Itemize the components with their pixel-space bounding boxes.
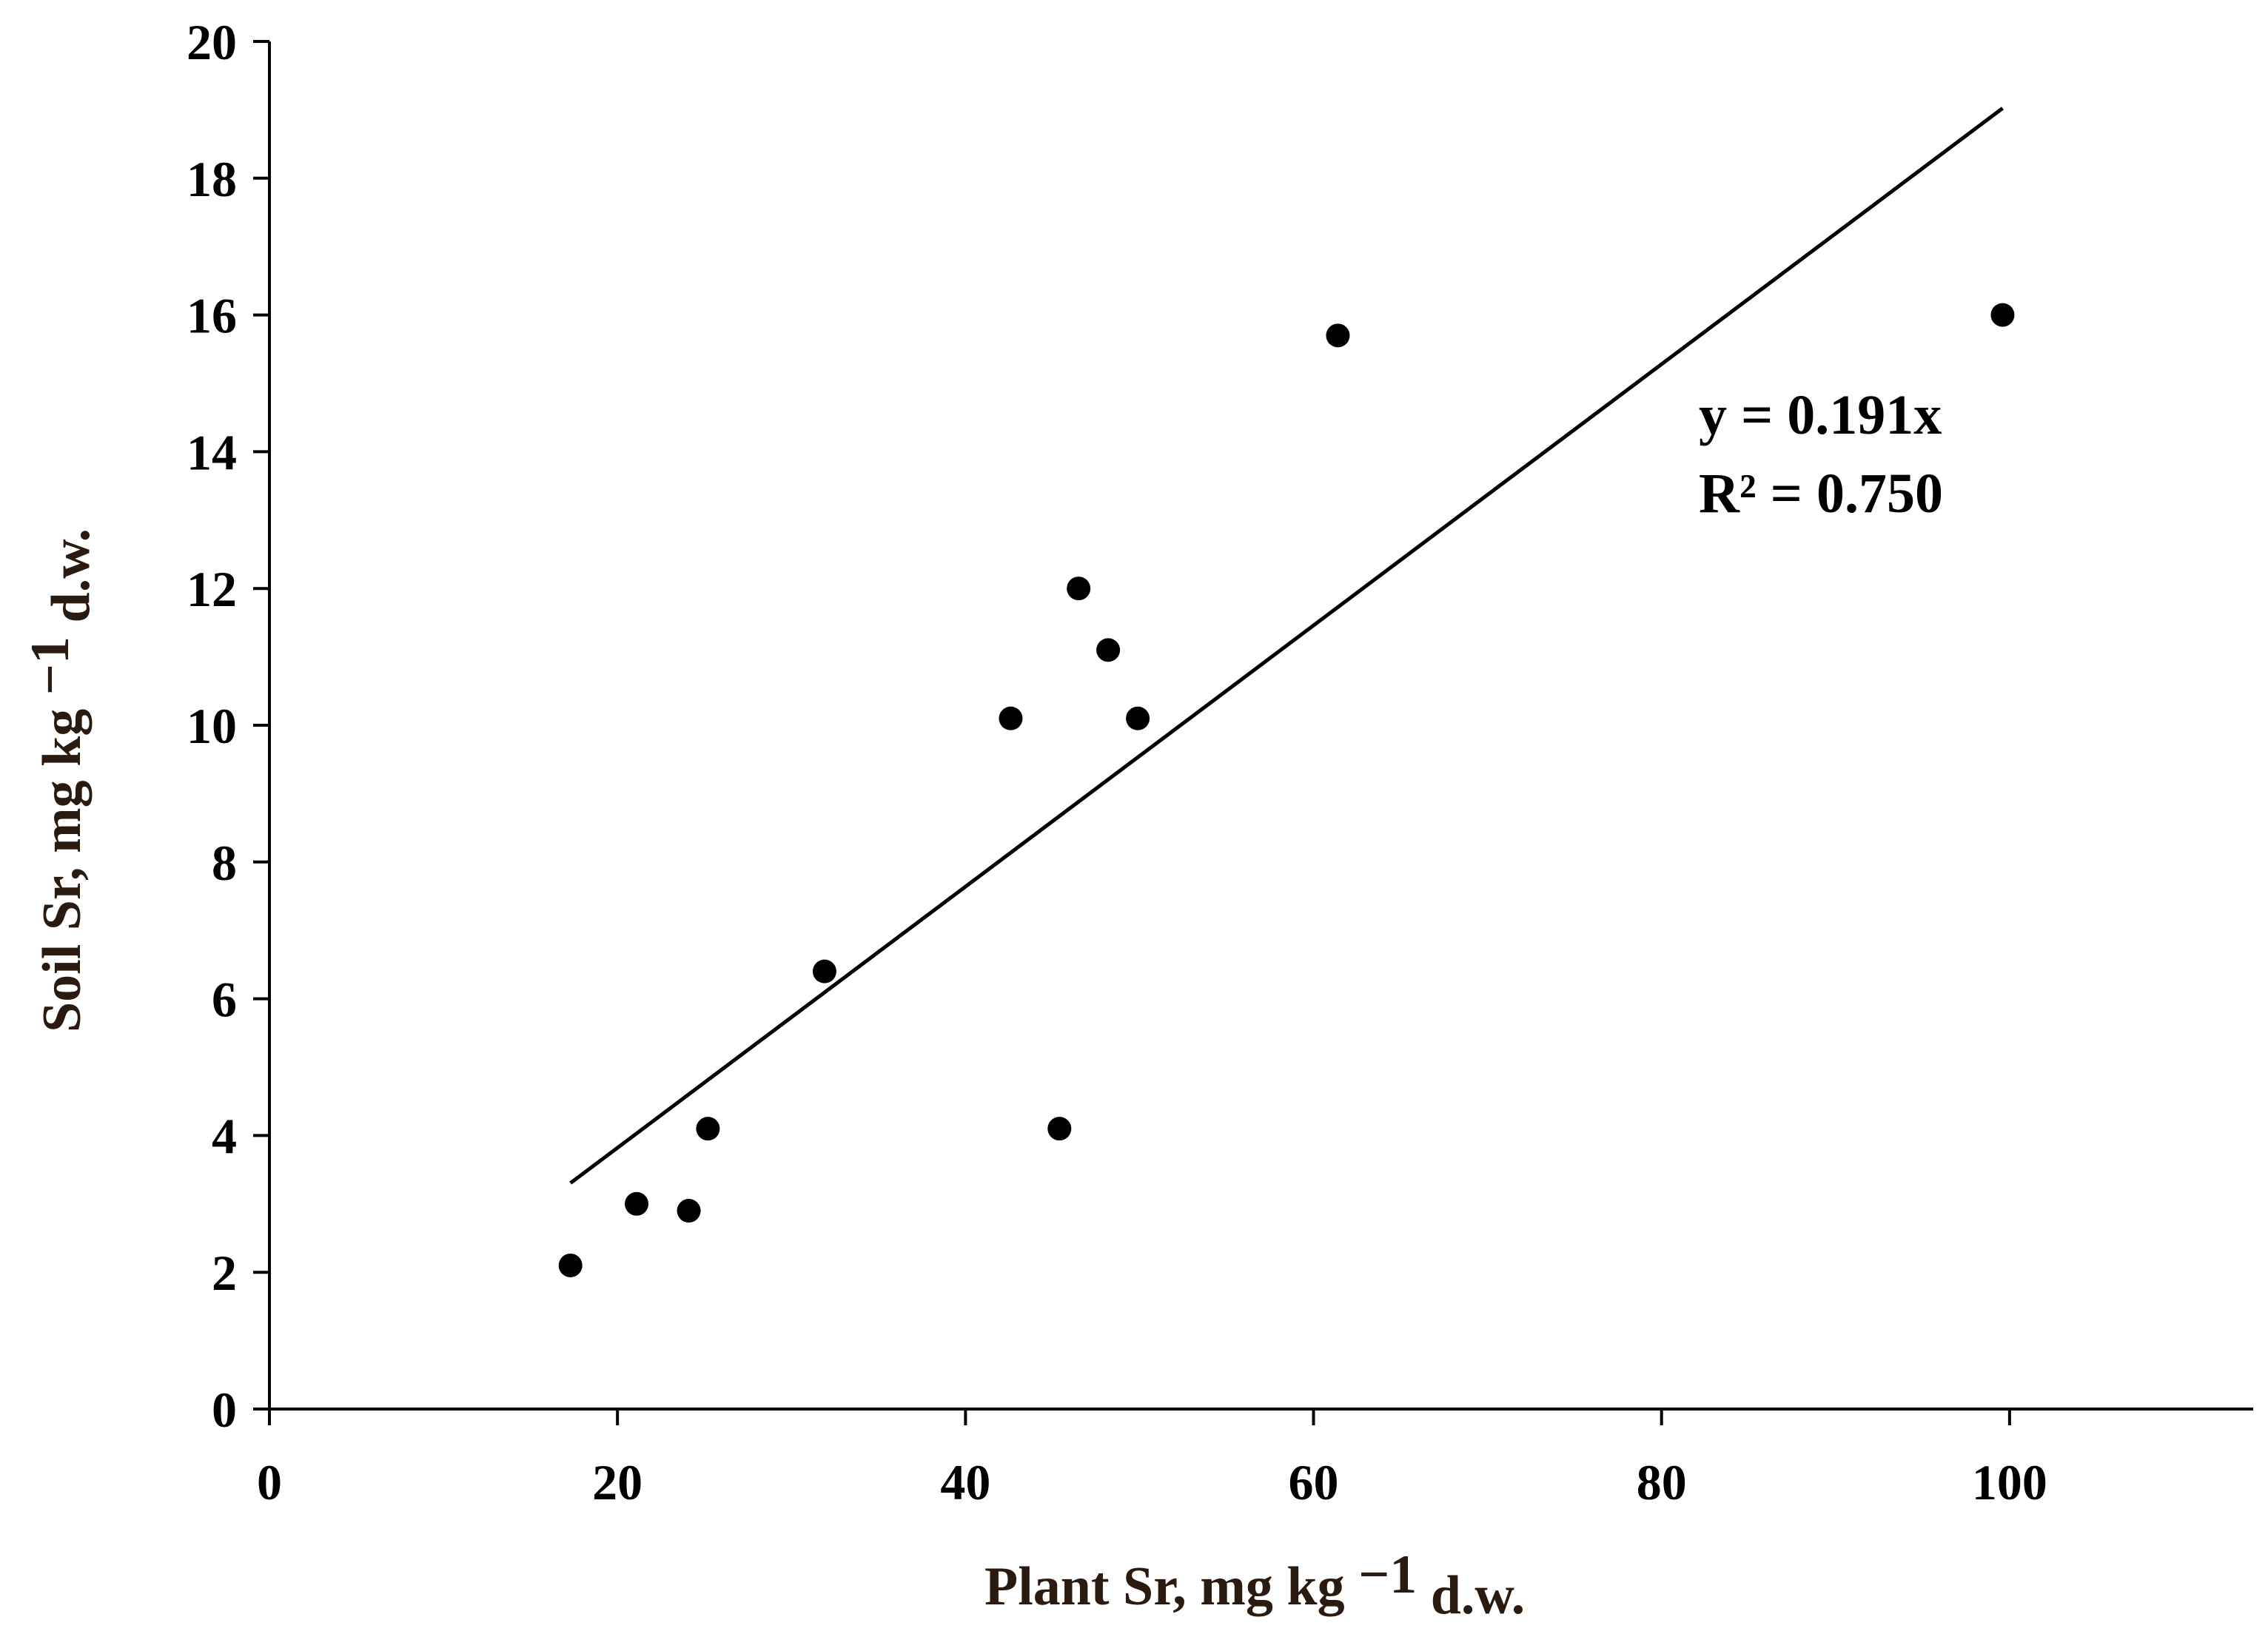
- y-tick-label: 20: [187, 14, 237, 70]
- axes: 0 2 4 6 8 10 12 14 16 18 20 0 20 40 60 80 100: [187, 14, 2253, 1510]
- x-tick-label: 40: [940, 1454, 990, 1510]
- y-axis-title: Soil Sr, mg kg −1 d.w.: [20, 528, 101, 1032]
- data-point: [812, 959, 836, 984]
- data-point: [625, 1191, 649, 1216]
- x-tick-label: 0: [257, 1454, 282, 1510]
- data-point: [1126, 706, 1150, 730]
- x-tick-label: 80: [1637, 1454, 1687, 1510]
- y-tick-label: 16: [187, 288, 237, 344]
- y-axis-title-unit: d.w.: [41, 528, 101, 636]
- y-tick-label: 14: [187, 424, 237, 480]
- x-axis-title-exponent: −1: [1358, 1544, 1417, 1605]
- y-tick-label: 10: [187, 698, 237, 754]
- y-tick-label: 8: [212, 835, 237, 891]
- x-tick-label: 20: [592, 1454, 643, 1510]
- data-point: [1047, 1117, 1072, 1141]
- data-point: [1096, 638, 1121, 662]
- data-point: [696, 1117, 720, 1141]
- data-point: [999, 706, 1023, 730]
- trendline: [569, 107, 2004, 1185]
- data-points: [558, 303, 2015, 1277]
- y-tick-label: 12: [187, 561, 237, 617]
- y-tick-label: 4: [212, 1108, 237, 1164]
- data-point: [558, 1253, 583, 1277]
- data-point: [1326, 323, 1350, 348]
- y-tick-label: 2: [212, 1245, 237, 1301]
- y-ticks: 0 2 4 6 8 10 12 14 16 18 20: [187, 14, 269, 1438]
- x-tick-label: 100: [1972, 1454, 2047, 1510]
- r-squared-label: R² = 0.750: [1699, 463, 1943, 525]
- x-axis-title-main: Plant Sr, mg kg: [984, 1556, 1358, 1617]
- y-tick-label: 18: [187, 151, 237, 207]
- y-axis-title-main: Soil Sr, mg kg: [32, 695, 93, 1032]
- y-tick-label: 0: [212, 1382, 237, 1438]
- x-tick-label: 60: [1289, 1454, 1339, 1510]
- trendline-equation: y = 0.191x R² = 0.750: [1699, 384, 1943, 525]
- x-axis-title-unit: d.w.: [1417, 1565, 1525, 1626]
- y-tick-label: 6: [212, 972, 237, 1028]
- equation-label: y = 0.191x: [1699, 384, 1942, 446]
- x-axis-title: Plant Sr, mg kg −1 d.w.: [984, 1544, 1525, 1626]
- data-point: [1990, 303, 2015, 327]
- x-ticks: 0 20 40 60 80 100: [257, 1409, 2047, 1510]
- y-axis-title-exponent: −1: [20, 636, 81, 695]
- data-point: [1067, 576, 1091, 601]
- data-point: [677, 1199, 701, 1223]
